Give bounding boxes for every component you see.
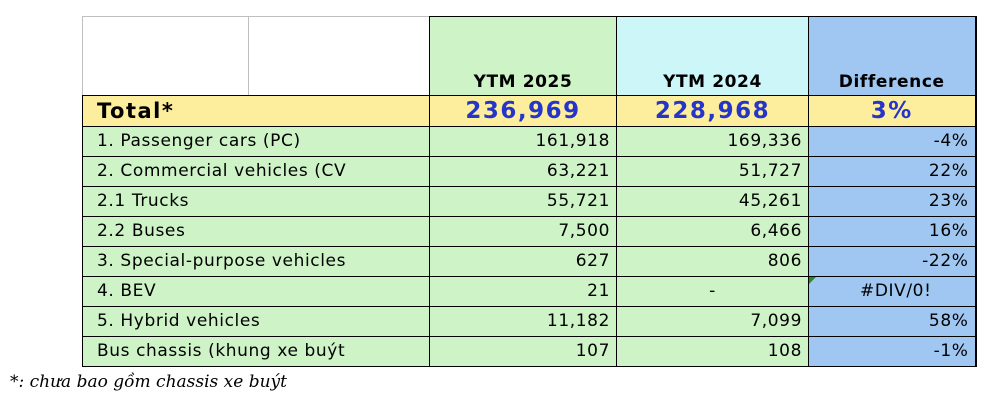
row-difference: 58% — [808, 306, 977, 337]
total-label: Total* — [82, 95, 430, 127]
row-ytm-2024: 51,727 — [616, 156, 809, 187]
row-ytm-2024: 169,336 — [616, 126, 809, 157]
header-ytm-2024: YTM 2024 — [616, 16, 809, 96]
row-ytm-2024: - — [616, 276, 809, 307]
table-row: 1. Passenger cars (PC) 161,918 169,336 -… — [82, 126, 977, 157]
header-blank-cell-2 — [248, 16, 430, 96]
row-label: Bus chassis (khung xe buýt — [82, 336, 430, 367]
row-label: 2.2 Buses — [82, 216, 430, 247]
header-blank-cell-1 — [82, 16, 249, 96]
table-row: 5. Hybrid vehicles 11,182 7,099 58% — [82, 306, 977, 337]
total-difference: 3% — [808, 95, 977, 127]
header-difference: Difference — [808, 16, 977, 96]
row-ytm-2025: 21 — [429, 276, 617, 307]
table-row: 2. Commercial vehicles (CV 63,221 51,727… — [82, 156, 977, 187]
row-label: 4. BEV — [82, 276, 430, 307]
row-difference: 23% — [808, 186, 977, 217]
row-difference: #DIV/0! — [808, 276, 977, 307]
row-ytm-2024: 45,261 — [616, 186, 809, 217]
row-ytm-2025: 7,500 — [429, 216, 617, 247]
row-difference: 16% — [808, 216, 977, 247]
total-ytm-2025: 236,969 — [429, 95, 617, 127]
row-label: 2.1 Trucks — [82, 186, 430, 217]
table-row: 3. Special-purpose vehicles 627 806 -22% — [82, 246, 977, 277]
row-ytm-2025: 161,918 — [429, 126, 617, 157]
row-difference: 22% — [808, 156, 977, 187]
row-ytm-2025: 107 — [429, 336, 617, 367]
row-difference: -1% — [808, 336, 977, 367]
table-row: 4. BEV 21 - #DIV/0! — [82, 276, 977, 307]
footnote: *: chưa bao gồm chassis xe buýt — [10, 372, 287, 392]
table-row: 2.2 Buses 7,500 6,466 16% — [82, 216, 977, 247]
table-row: Bus chassis (khung xe buýt 107 108 -1% — [82, 336, 977, 367]
total-row: Total* 236,969 228,968 3% — [82, 95, 977, 127]
row-difference: -4% — [808, 126, 977, 157]
table-row: 2.1 Trucks 55,721 45,261 23% — [82, 186, 977, 217]
row-ytm-2024: 108 — [616, 336, 809, 367]
row-label: 1. Passenger cars (PC) — [82, 126, 430, 157]
row-ytm-2025: 11,182 — [429, 306, 617, 337]
header-row: YTM 2025 YTM 2024 Difference — [82, 16, 977, 96]
row-ytm-2025: 55,721 — [429, 186, 617, 217]
row-ytm-2024: 6,466 — [616, 216, 809, 247]
row-ytm-2024: 806 — [616, 246, 809, 277]
row-ytm-2025: 627 — [429, 246, 617, 277]
sales-table: YTM 2025 YTM 2024 Difference Total* 236,… — [82, 16, 977, 367]
row-label: 2. Commercial vehicles (CV — [82, 156, 430, 187]
row-label: 3. Special-purpose vehicles — [82, 246, 430, 277]
row-ytm-2025: 63,221 — [429, 156, 617, 187]
row-label: 5. Hybrid vehicles — [82, 306, 430, 337]
header-ytm-2025: YTM 2025 — [429, 16, 617, 96]
total-ytm-2024: 228,968 — [616, 95, 809, 127]
row-ytm-2024: 7,099 — [616, 306, 809, 337]
row-difference: -22% — [808, 246, 977, 277]
